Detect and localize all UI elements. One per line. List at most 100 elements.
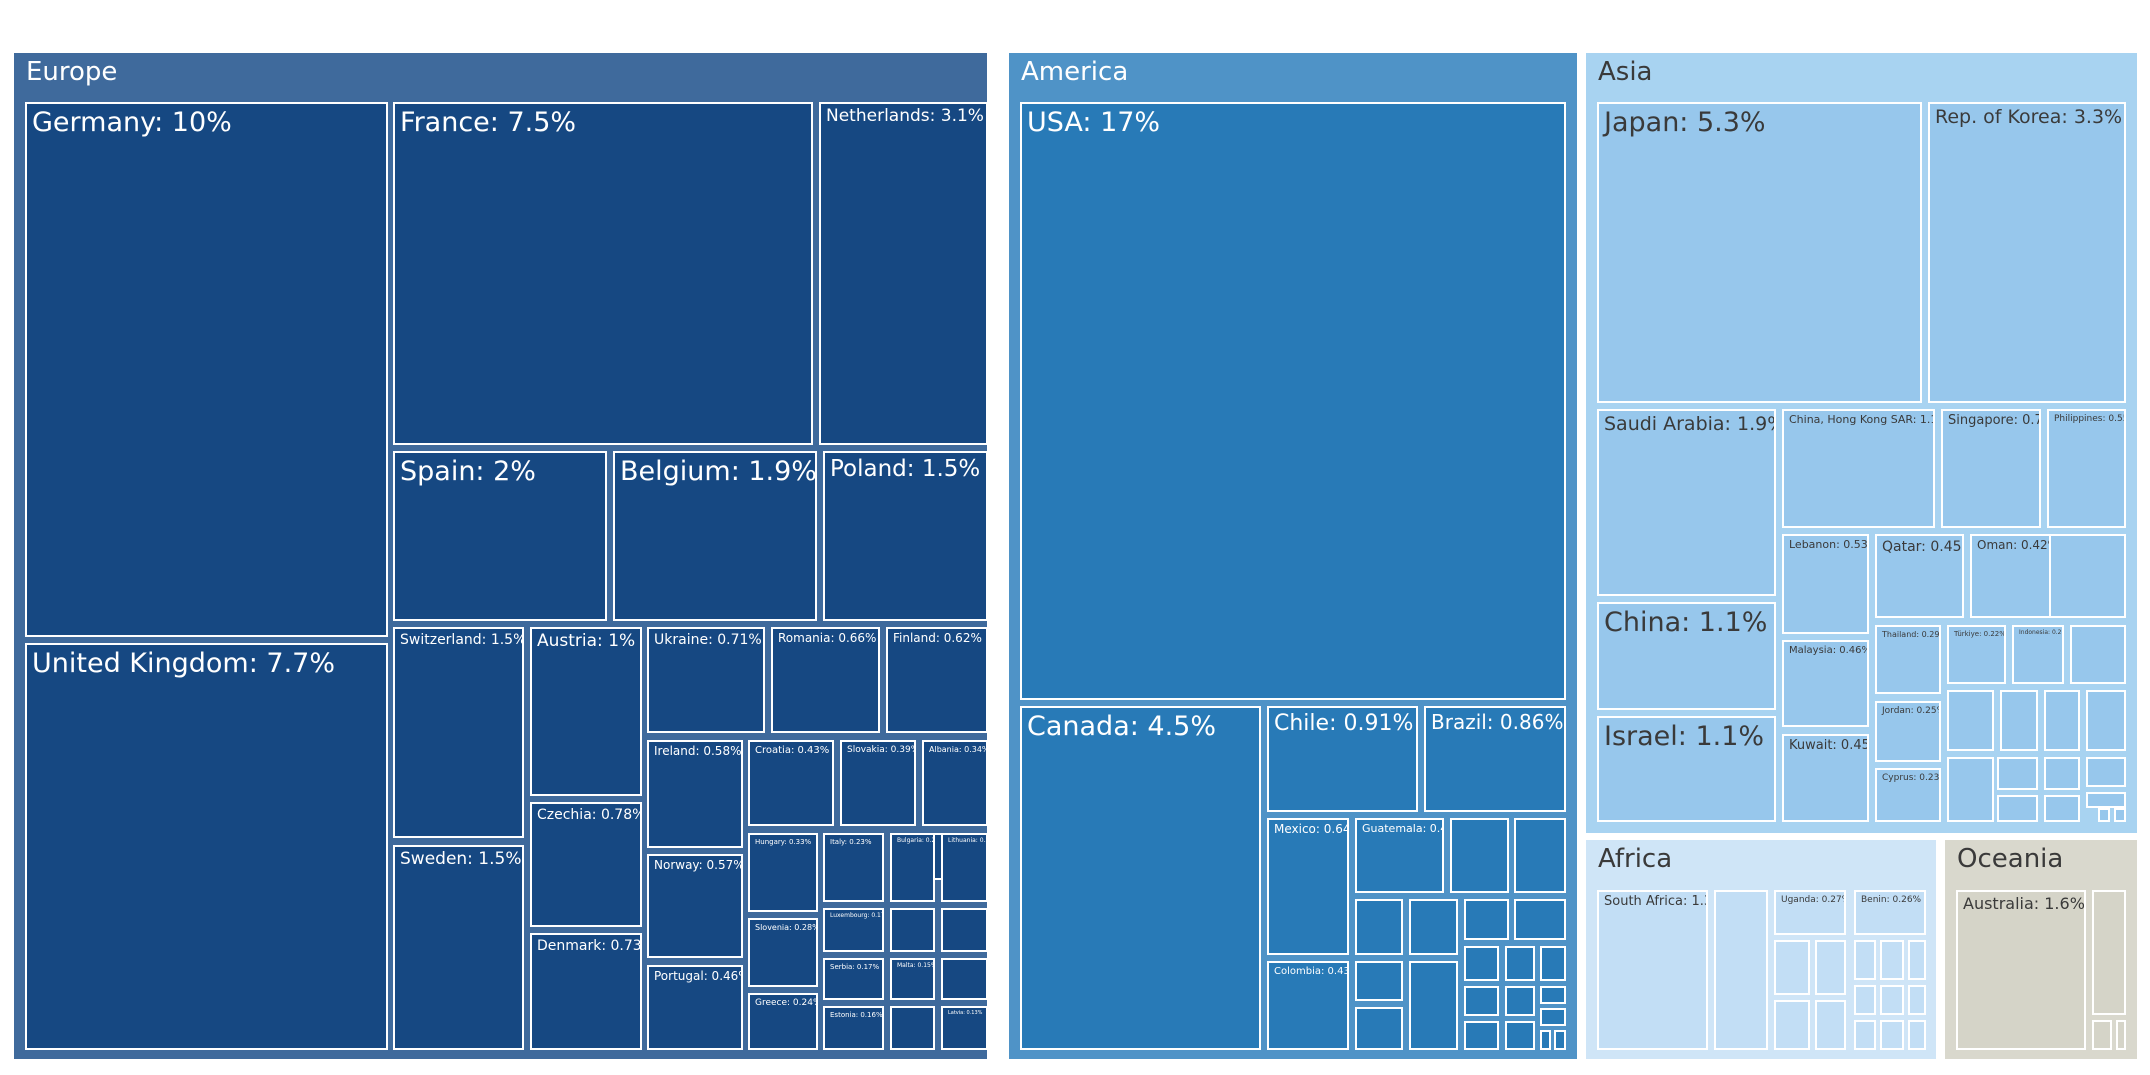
tile-label: Belgium: 1.9% bbox=[620, 456, 817, 487]
treemap-tile-jordan: Jordan: 0.25% bbox=[1875, 701, 1941, 762]
treemap-tile-unlabeled bbox=[1947, 690, 1994, 751]
treemap-tile-unlabeled bbox=[1505, 986, 1535, 1016]
tile-label: Colombia: 0.43% bbox=[1274, 966, 1347, 977]
treemap-tile-sweden: Sweden: 1.5% bbox=[393, 845, 524, 1050]
treemap-tile-unlabeled bbox=[2044, 757, 2080, 790]
treemap-tile-lithuania: Lithuania: 0.2% bbox=[941, 833, 988, 902]
region-america: America USA: 17% Canada: 4.5% Chile: 0.91% B… bbox=[1009, 53, 1577, 1059]
treemap-tile-china-hong-kong-sar: China, Hong Kong SAR: 1.1% bbox=[1782, 409, 1935, 528]
tile-label: Romania: 0.66% bbox=[778, 631, 877, 645]
treemap-tile-denmark: Denmark: 0.73% bbox=[530, 933, 642, 1050]
tile-label: Lithuania: 0.2% bbox=[948, 837, 986, 844]
tile-label: France: 7.5% bbox=[400, 107, 577, 138]
tile-label: Norway: 0.57% bbox=[654, 858, 743, 872]
treemap-tile-france: France: 7.5% bbox=[393, 102, 813, 445]
treemap-tile-unlabeled bbox=[1409, 899, 1458, 955]
tile-label: Germany: 10% bbox=[32, 107, 232, 138]
region-africa: Africa South Africa: 1.3% Uganda: 0.27% Ben… bbox=[1586, 840, 1936, 1059]
treemap-tile-norway: Norway: 0.57% bbox=[647, 854, 743, 958]
treemap-tile-unlabeled bbox=[1540, 986, 1566, 1004]
tile-label: Indonesia: 0.21% bbox=[2019, 629, 2062, 636]
tile-label: Sweden: 1.5% bbox=[400, 849, 522, 869]
treemap-tile-uganda: Uganda: 0.27% bbox=[1774, 890, 1846, 935]
treemap-tile-belgium: Belgium: 1.9% bbox=[613, 451, 817, 621]
treemap-tile-unlabeled bbox=[2070, 625, 2126, 684]
treemap-tile-unlabeled bbox=[1908, 985, 1926, 1015]
treemap-tile-unlabeled bbox=[1505, 946, 1535, 981]
treemap-tile-thailand: Thailand: 0.29% bbox=[1875, 625, 1941, 694]
region-label: America bbox=[1021, 57, 1129, 87]
tile-label: Malta: 0.15% bbox=[897, 962, 935, 969]
treemap-tile-rep-of-korea: Rep. of Korea: 3.3% bbox=[1928, 102, 2126, 403]
treemap-tile-unlabeled bbox=[1505, 1021, 1535, 1050]
treemap-tile-unlabeled bbox=[1464, 986, 1499, 1016]
treemap-tile-unlabeled bbox=[2098, 808, 2110, 822]
treemap-tile-romania: Romania: 0.66% bbox=[771, 627, 880, 733]
treemap-tile-ukraine: Ukraine: 0.71% bbox=[647, 627, 765, 733]
treemap-tile-saudi-arabia: Saudi Arabia: 1.9% bbox=[1597, 409, 1776, 596]
treemap-tile-switzerland: Switzerland: 1.5% bbox=[393, 627, 524, 838]
treemap-tile-unlabeled bbox=[941, 958, 988, 1000]
tile-label: Spain: 2% bbox=[400, 456, 536, 487]
tile-label: Croatia: 0.43% bbox=[755, 745, 830, 756]
region-label: Asia bbox=[1598, 57, 1653, 87]
tile-label: Ireland: 0.58% bbox=[654, 744, 742, 758]
treemap-tile-italy: Italy: 0.23% bbox=[823, 833, 884, 902]
treemap-tile-unlabeled bbox=[1997, 757, 2038, 790]
treemap-tile-unlabeled bbox=[1880, 940, 1904, 980]
tile-label: Switzerland: 1.5% bbox=[400, 632, 524, 648]
treemap-tile-mexico: Mexico: 0.64% bbox=[1267, 818, 1349, 955]
tile-label: USA: 17% bbox=[1027, 107, 1161, 138]
tile-label: Malaysia: 0.46% bbox=[1789, 645, 1869, 656]
treemap-tile-netherlands: Netherlands: 3.1% bbox=[819, 102, 988, 445]
treemap-tile-unlabeled bbox=[2000, 690, 2038, 751]
treemap-tile-unlabeled bbox=[2092, 1020, 2112, 1050]
region-label: Africa bbox=[1598, 844, 1673, 874]
tile-label: Netherlands: 3.1% bbox=[826, 106, 984, 126]
treemap-tile-unlabeled bbox=[1854, 940, 1876, 980]
treemap-tile-unlabeled bbox=[1854, 985, 1876, 1015]
treemap-tile-benin: Benin: 0.26% bbox=[1854, 890, 1926, 935]
treemap-tile-latvia: Latvia: 0.13% bbox=[941, 1006, 988, 1050]
tile-label: South Africa: 1.3% bbox=[1604, 894, 1706, 909]
treemap-tile-unlabeled bbox=[1908, 1020, 1926, 1050]
treemap-tile-unlabeled bbox=[890, 908, 935, 952]
treemap-tile-germany: Germany: 10% bbox=[25, 102, 388, 637]
tile-label: Saudi Arabia: 1.9% bbox=[1604, 413, 1776, 435]
region-oceania: Oceania Australia: 1.6% bbox=[1945, 840, 2137, 1059]
treemap-tile-unlabeled bbox=[1714, 890, 1768, 1050]
tile-label: Hungary: 0.33% bbox=[755, 838, 812, 846]
tile-label: Canada: 4.5% bbox=[1027, 711, 1217, 742]
tile-label: Thailand: 0.29% bbox=[1882, 630, 1941, 639]
tile-label: Chile: 0.91% bbox=[1274, 711, 1414, 736]
treemap-tile-unlabeled bbox=[1908, 940, 1926, 980]
treemap-tile-south-africa: South Africa: 1.3% bbox=[1597, 890, 1708, 1050]
tile-label: Latvia: 0.13% bbox=[948, 1010, 983, 1016]
tile-label: Luxembourg: 0.17% bbox=[830, 912, 882, 919]
tile-label: Bulgaria: 0.21% bbox=[897, 837, 935, 844]
treemap-tile-unlabeled bbox=[1815, 940, 1846, 995]
tile-label: Philippines: 0.55% bbox=[2054, 414, 2124, 424]
treemap-tile-unlabeled bbox=[2114, 808, 2126, 822]
tile-label: Mexico: 0.64% bbox=[1274, 822, 1347, 836]
treemap-tile-unlabeled bbox=[1514, 899, 1566, 940]
tile-label: Estonia: 0.16% bbox=[830, 1011, 883, 1019]
tile-label: Rep. of Korea: 3.3% bbox=[1935, 106, 2123, 128]
treemap-tile-unlabeled bbox=[941, 908, 988, 952]
treemap-tile-unlabeled bbox=[1355, 961, 1403, 1001]
treemap-tile-chile: Chile: 0.91% bbox=[1267, 706, 1418, 812]
treemap-tile-unlabeled bbox=[2086, 792, 2126, 808]
treemap-tile-finland: Finland: 0.62% bbox=[886, 627, 988, 733]
treemap-tile-bulgaria: Bulgaria: 0.21% bbox=[890, 833, 935, 902]
treemap-tile-slovakia: Slovakia: 0.39% bbox=[840, 740, 916, 826]
treemap-tile-colombia: Colombia: 0.43% bbox=[1267, 961, 1349, 1050]
tile-label: Czechia: 0.78% bbox=[537, 807, 642, 823]
treemap-tile-hungary: Hungary: 0.33% bbox=[748, 833, 818, 912]
tile-label: Uganda: 0.27% bbox=[1781, 895, 1846, 905]
treemap-tile-qatar: Qatar: 0.45% bbox=[1875, 534, 1964, 618]
tile-label: Benin: 0.26% bbox=[1861, 895, 1922, 905]
tile-label: Cyprus: 0.23% bbox=[1882, 773, 1940, 783]
tile-label: Poland: 1.5% bbox=[830, 456, 981, 482]
treemap-tile-croatia: Croatia: 0.43% bbox=[748, 740, 834, 826]
